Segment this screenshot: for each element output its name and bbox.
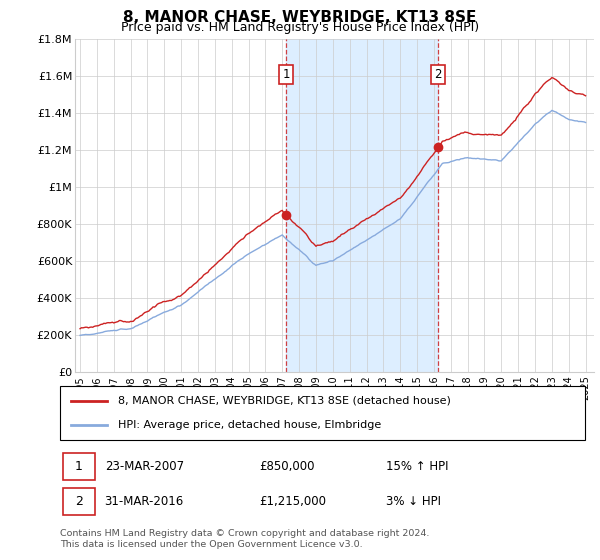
Text: 31-MAR-2016: 31-MAR-2016 [104, 495, 184, 508]
Text: 1: 1 [283, 68, 290, 81]
Text: 8, MANOR CHASE, WEYBRIDGE, KT13 8SE: 8, MANOR CHASE, WEYBRIDGE, KT13 8SE [124, 10, 476, 25]
FancyBboxPatch shape [60, 386, 585, 440]
Bar [286, 39, 438, 372]
Text: HPI: Average price, detached house, Elmbridge: HPI: Average price, detached house, Elmb… [118, 420, 381, 430]
Text: Contains HM Land Registry data © Crown copyright and database right 2024.
This d: Contains HM Land Registry data © Crown c… [60, 529, 430, 549]
FancyBboxPatch shape [62, 453, 95, 480]
Text: 2: 2 [434, 68, 442, 81]
Text: 3% ↓ HPI: 3% ↓ HPI [386, 495, 440, 508]
Text: 2: 2 [75, 495, 83, 508]
Text: 23-MAR-2007: 23-MAR-2007 [104, 460, 184, 473]
Text: Price paid vs. HM Land Registry's House Price Index (HPI): Price paid vs. HM Land Registry's House … [121, 21, 479, 34]
Text: 1: 1 [75, 460, 83, 473]
Text: £1,215,000: £1,215,000 [260, 495, 326, 508]
Text: 8, MANOR CHASE, WEYBRIDGE, KT13 8SE (detached house): 8, MANOR CHASE, WEYBRIDGE, KT13 8SE (det… [118, 396, 451, 406]
Text: 15% ↑ HPI: 15% ↑ HPI [386, 460, 448, 473]
FancyBboxPatch shape [62, 488, 95, 515]
Text: £850,000: £850,000 [260, 460, 315, 473]
